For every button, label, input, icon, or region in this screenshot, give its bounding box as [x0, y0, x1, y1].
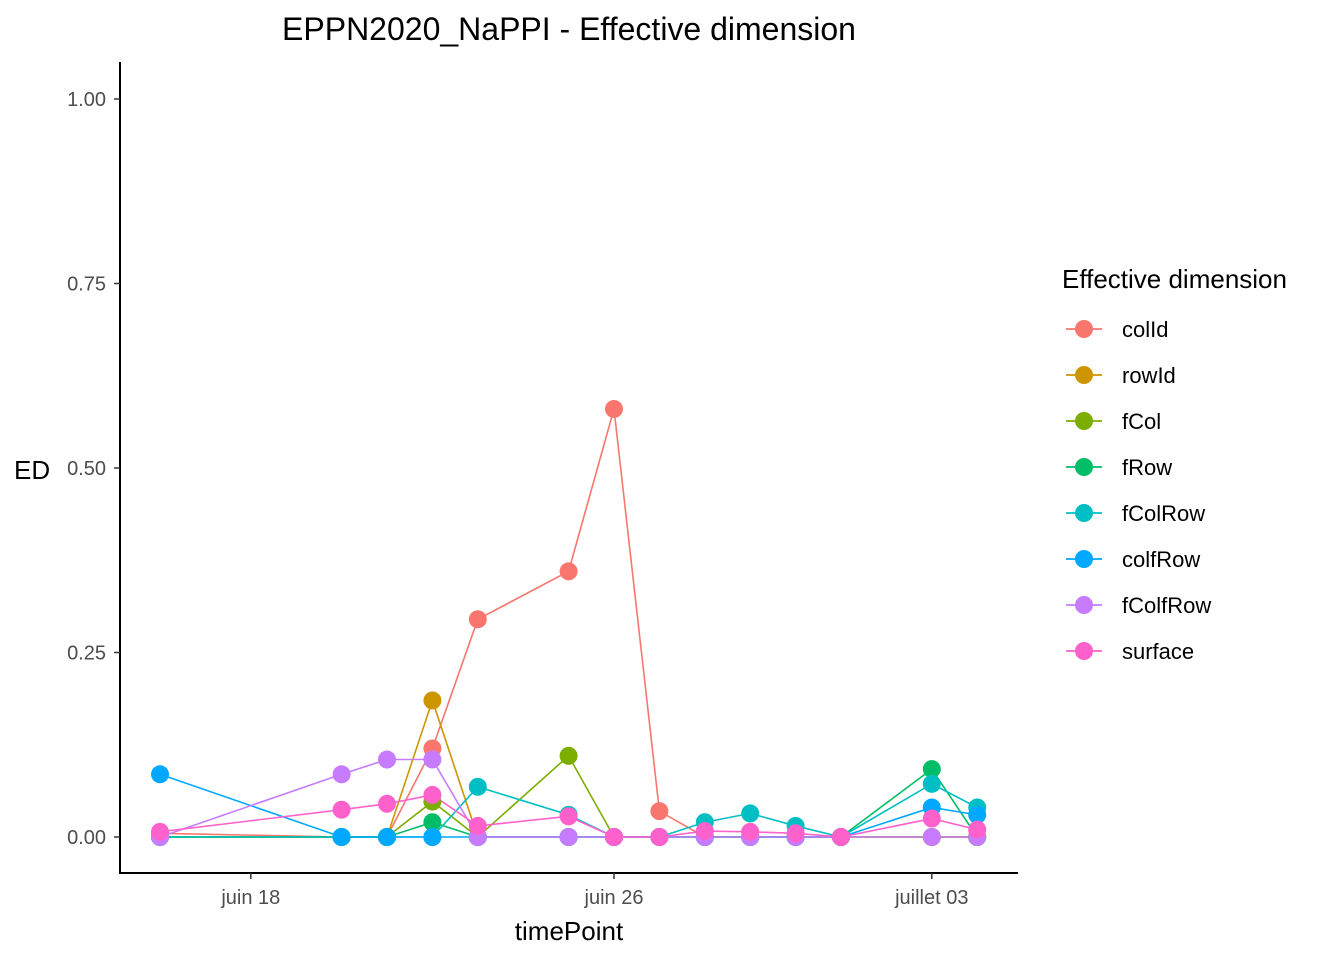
data-point [468, 816, 487, 835]
legend-items: colIdrowIdfColfRowfColRowcolfRowfColfRow… [1066, 317, 1211, 664]
legend-item: colfRow [1066, 547, 1200, 572]
data-point [423, 813, 442, 832]
data-point [378, 750, 396, 769]
plot-panel [151, 399, 987, 846]
legend: Effective dimension colIdrowIdfColfRowfC… [1062, 264, 1287, 664]
x-tick-label: juin 18 [220, 887, 280, 909]
x-axis-ticks: juin 18 juin 26 juillet 03 [220, 873, 968, 909]
data-point [559, 746, 578, 765]
legend-title: Effective dimension [1062, 264, 1287, 294]
data-point [605, 828, 623, 846]
legend-label: surface [1122, 639, 1194, 664]
x-tick-label: juillet 03 [894, 887, 968, 909]
legend-item: fCol [1066, 409, 1161, 434]
legend-key [1075, 366, 1093, 384]
series-line [160, 767, 978, 838]
data-point [332, 828, 351, 846]
data-point [559, 828, 578, 846]
legend-label: rowId [1122, 363, 1176, 388]
legend-key [1075, 320, 1093, 338]
data-point [741, 822, 760, 841]
series-points-fColfRow [151, 750, 987, 846]
series-colId [159, 408, 978, 838]
legend-item: colId [1066, 317, 1168, 342]
y-tick-label: 0.75 [67, 274, 106, 296]
data-point [423, 691, 442, 710]
legend-key [1075, 412, 1093, 430]
data-point [332, 765, 351, 784]
y-tick-label: 0.50 [67, 458, 106, 480]
data-point [151, 822, 169, 841]
y-axis-label: ED [14, 455, 50, 485]
data-point [968, 820, 987, 839]
data-point [468, 777, 487, 796]
legend-item: rowId [1066, 363, 1176, 388]
legend-item: fColfRow [1066, 593, 1211, 618]
series-points-surface [151, 785, 987, 846]
legend-key [1075, 458, 1093, 476]
y-tick-label: 0.00 [67, 827, 106, 849]
data-point [423, 785, 442, 804]
legend-item: fColRow [1066, 501, 1205, 526]
data-point [650, 828, 669, 846]
data-point [922, 828, 941, 846]
data-point [332, 800, 351, 819]
x-axis-label: timePoint [515, 916, 624, 946]
x-tick-label: juin 26 [584, 887, 644, 909]
legend-label: colfRow [1122, 547, 1200, 572]
y-axis-ticks: 0.00 0.25 0.50 0.75 1.00 [67, 89, 120, 849]
series-line [159, 408, 978, 838]
data-point [922, 809, 941, 828]
data-point [741, 804, 760, 823]
legend-label: fRow [1122, 455, 1172, 480]
series-fRow [160, 767, 978, 838]
legend-key [1075, 596, 1093, 614]
data-point [922, 760, 941, 779]
y-tick-label: 0.25 [67, 643, 106, 665]
data-point [832, 828, 850, 846]
legend-label: fColRow [1122, 501, 1205, 526]
data-point [695, 822, 714, 841]
series-line [159, 758, 978, 838]
data-point [423, 828, 442, 846]
y-tick-label: 1.00 [67, 89, 106, 111]
data-point [378, 794, 396, 813]
chart-title: EPPN2020_NaPPI - Effective dimension [282, 11, 856, 47]
data-point [922, 774, 941, 793]
series-points-colId [151, 399, 987, 846]
series-fColfRow [159, 758, 978, 838]
data-point [468, 610, 487, 629]
legend-key [1075, 550, 1093, 568]
data-point [559, 562, 578, 581]
legend-item: fRow [1066, 455, 1172, 480]
data-point [378, 828, 396, 846]
legend-label: colId [1122, 317, 1168, 342]
legend-key [1075, 642, 1093, 660]
data-point [968, 805, 987, 824]
legend-label: fColfRow [1122, 593, 1211, 618]
data-point [423, 750, 442, 769]
legend-label: fCol [1122, 409, 1161, 434]
data-point [650, 802, 669, 821]
data-point [786, 824, 805, 843]
data-point [605, 399, 623, 418]
data-point [559, 807, 578, 826]
data-point [151, 765, 169, 784]
legend-key [1075, 504, 1093, 522]
legend-item: surface [1066, 639, 1194, 664]
